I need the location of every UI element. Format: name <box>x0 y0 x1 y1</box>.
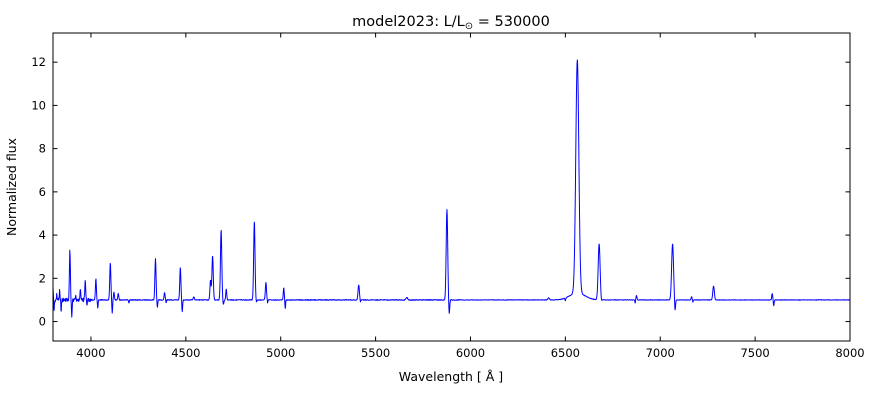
y-tick-label: 2 <box>39 271 46 285</box>
axes-area <box>52 32 851 342</box>
axis-ticks <box>53 33 851 341</box>
x-tick-label: 4000 <box>76 346 105 360</box>
spectrum-line <box>53 59 850 318</box>
x-tick-label: 4500 <box>171 346 200 360</box>
y-tick-label: 0 <box>39 315 46 329</box>
y-tick-label: 12 <box>31 55 46 69</box>
y-tick-label: 8 <box>39 142 46 156</box>
y-tick-label: 4 <box>39 228 46 242</box>
x-tick-label: 5500 <box>361 346 390 360</box>
x-axis-label: Wavelength [ Å ] <box>399 369 503 384</box>
y-tick-label: 10 <box>31 98 46 112</box>
plot-title: model2023: L/L⊙ = 530000 <box>352 14 550 32</box>
x-tick-label: 7500 <box>740 346 769 360</box>
y-axis-label: Normalized flux <box>4 138 19 236</box>
x-tick-label: 6500 <box>551 346 580 360</box>
x-tick-label: 6000 <box>456 346 485 360</box>
plot-frame <box>52 32 851 342</box>
x-tick-label: 7000 <box>646 346 675 360</box>
y-tick-label: 6 <box>39 185 46 199</box>
tick-labels: 4000 4500 5000 5500 6000 6500 7000 7500 8000 0 2 4 6… <box>31 55 864 360</box>
x-tick-label: 5000 <box>266 346 295 360</box>
x-tick-label: 8000 <box>835 346 864 360</box>
